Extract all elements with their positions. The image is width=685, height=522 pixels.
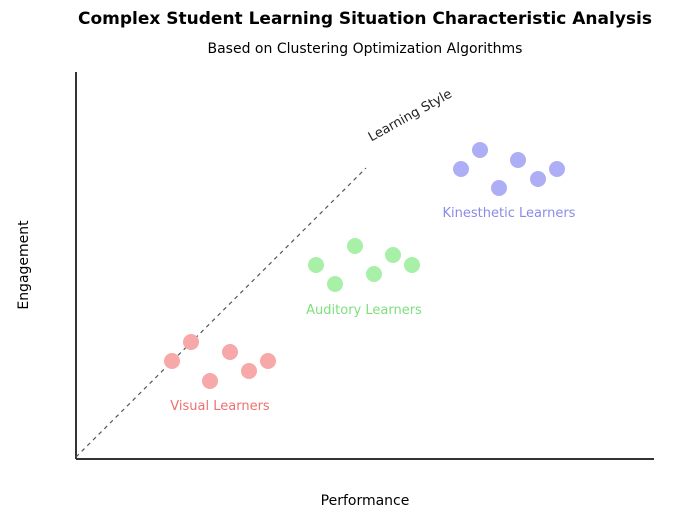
visual-point (202, 373, 218, 389)
kinesthetic-point (549, 161, 565, 177)
auditory-point (366, 266, 382, 282)
x-axis-label: Performance (321, 493, 410, 509)
kinesthetic-cluster-label: Kinesthetic Learners (443, 206, 576, 221)
kinesthetic-point (530, 171, 546, 187)
auditory-point (327, 276, 343, 292)
diagram-title: Complex Student Learning Situation Chara… (78, 9, 652, 29)
visual-point (222, 344, 238, 360)
auditory-cluster-label: Auditory Learners (306, 303, 422, 318)
auditory-point (347, 238, 363, 254)
visual-cluster: Visual Learners (164, 334, 276, 414)
kinesthetic-cluster: Kinesthetic Learners (443, 142, 576, 221)
auditory-point (308, 257, 324, 273)
auditory-point (385, 247, 401, 263)
visual-cluster-label: Visual Learners (170, 399, 270, 414)
learning-style-trend-label: Learning Style (366, 87, 455, 145)
kinesthetic-point (472, 142, 488, 158)
visual-point (260, 353, 276, 369)
visual-point (241, 363, 257, 379)
visual-point (164, 353, 180, 369)
visual-point (183, 334, 199, 350)
axes (75, 72, 654, 460)
diagram-subtitle: Based on Clustering Optimization Algorit… (208, 41, 523, 57)
kinesthetic-point (491, 180, 507, 196)
kinesthetic-point (510, 152, 526, 168)
auditory-cluster: Auditory Learners (306, 238, 422, 318)
auditory-point (404, 257, 420, 273)
y-axis-label: Engagement (16, 220, 32, 310)
kinesthetic-point (453, 161, 469, 177)
